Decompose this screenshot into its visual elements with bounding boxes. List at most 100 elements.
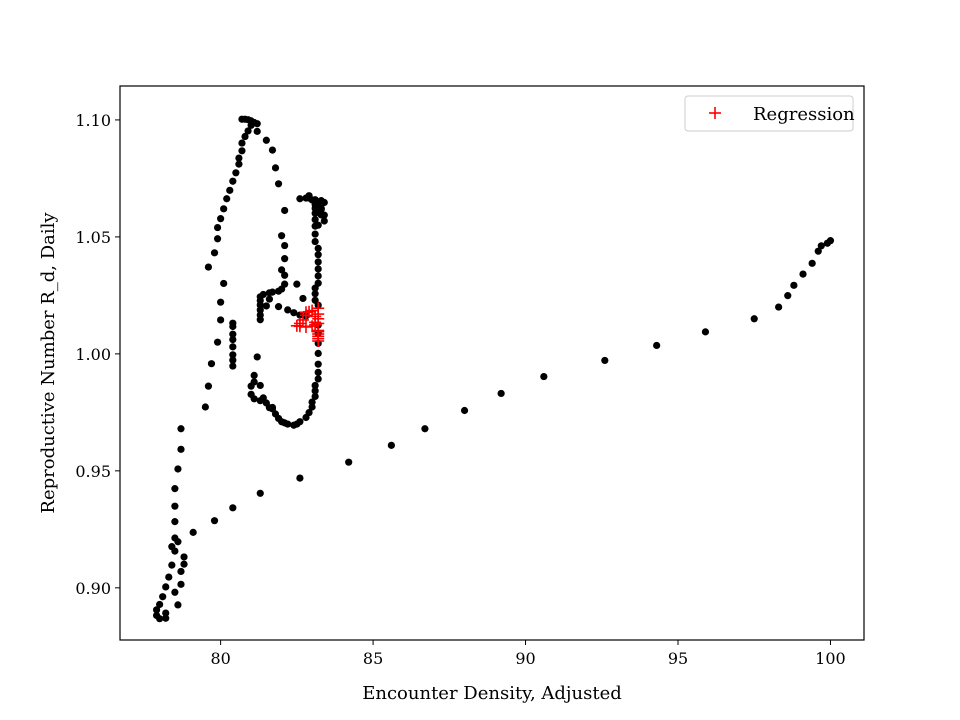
regression-point [300,306,312,319]
axes-frame [119,85,865,641]
data-point [290,309,298,317]
data-point [311,387,319,395]
data-point [265,295,274,303]
data-point [177,445,185,453]
legend-label-regression: Regression [753,104,855,125]
data-point [308,398,316,406]
data-point [387,441,395,449]
data-point [253,127,261,135]
legend-box [684,95,854,132]
data-point [823,239,832,247]
data-point [180,553,188,561]
x-tick-label: 90 [515,649,535,668]
data-point [204,382,213,390]
data-point [311,296,319,304]
data-point [421,425,429,433]
data-point [207,360,216,368]
data-point [314,279,322,287]
data-point [229,504,237,512]
data-point [235,154,243,162]
x-tick-label: 100 [815,649,846,668]
data-point [317,205,325,213]
data-point [174,601,182,609]
data-point [274,287,283,295]
data-point [653,341,661,350]
data-point [204,263,213,271]
data-point [750,315,758,323]
data-point [235,160,243,168]
data-point [223,195,231,203]
data-point [293,280,301,288]
data-point [229,177,237,185]
data-point [314,272,322,280]
data-point [265,289,274,297]
data-point [281,206,289,215]
data-point [217,298,225,306]
data-point [311,237,319,246]
data-point [171,485,179,493]
data-point [808,259,816,267]
data-point [229,343,237,351]
data-point [284,420,292,428]
data-point [238,147,246,155]
y-tick-label: 1.00 [75,345,111,364]
y-tick-label: 1.05 [75,228,111,247]
data-point [296,195,304,203]
data-point [701,328,710,336]
x-tick-label: 80 [210,649,230,668]
x-tick-label: 95 [668,649,688,668]
regression-point [312,335,325,348]
data-point [274,180,283,188]
data-point [217,316,225,324]
data-point [799,270,807,278]
data-point [232,169,240,177]
data-point [210,249,219,257]
data-point [278,266,286,274]
data-point [314,265,322,273]
data-point [229,322,237,331]
data-point [320,198,328,207]
data-point [314,244,322,252]
x-tick-label: 85 [363,649,383,668]
data-point [156,600,164,609]
data-point [250,371,258,379]
y-tick-label: 1.10 [75,111,111,130]
data-point [314,360,322,368]
data-point [256,306,264,314]
data-point [253,120,261,128]
data-point [156,615,164,623]
regression-point [306,304,319,317]
data-point [162,614,170,622]
data-point [790,281,798,289]
data-point [180,560,188,568]
data-point [784,292,792,300]
legend-marker-regression [709,107,721,119]
y-axis-label: Reproductive Number R_d, Daily [38,212,59,514]
data-point [159,593,167,601]
data-point [189,528,197,536]
data-point [171,534,179,542]
data-point [162,609,170,617]
legend: Regression [684,95,855,132]
regression-point [309,310,322,323]
x-axis-label: Encounter Density, Adjusted [362,683,622,704]
data-point [229,351,237,359]
data-point [168,543,176,551]
data-point [177,425,185,433]
data-point [213,338,222,346]
data-point [229,330,237,338]
axis-ticks: 80 85 90 95 100 0.90 0.95 1.00 1.05 1.10 [75,111,845,668]
data-point [284,306,292,314]
data-point [775,303,783,311]
data-point [274,303,283,311]
data-point [256,381,264,390]
data-point [229,336,237,344]
data-point [817,242,825,250]
data-point [314,251,322,259]
data-point [226,186,234,194]
data-point [174,465,182,473]
data-point [311,392,319,401]
data-point [177,567,185,576]
data-point [177,580,185,588]
data-point [314,221,322,229]
